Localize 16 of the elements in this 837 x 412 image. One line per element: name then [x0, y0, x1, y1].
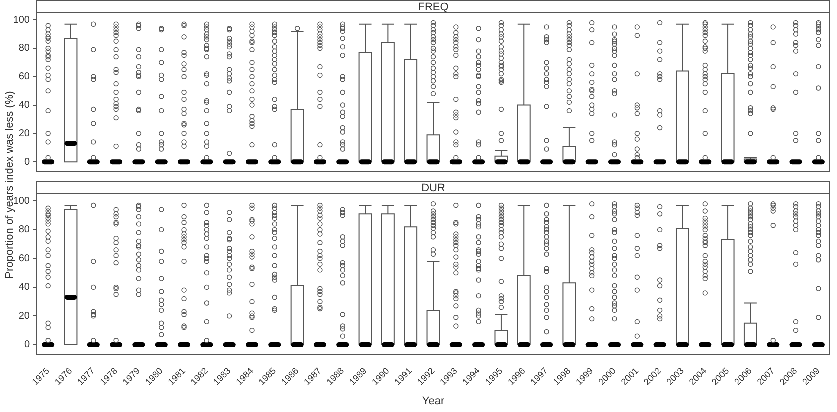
- y-tick-label: 0: [24, 156, 30, 168]
- y-axis-title: Proportion of years index was less (%): [4, 90, 16, 281]
- y-tick-label: 60: [18, 72, 30, 83]
- y-tick-label: 100: [13, 196, 30, 207]
- y-tick-label: 100: [13, 14, 30, 26]
- y-tick-label: 20: [18, 310, 30, 322]
- y-tick-label: 40: [18, 282, 30, 294]
- chart-title: DUR: [422, 182, 446, 195]
- y-tick-label: 80: [18, 43, 30, 54]
- y-tick-label: 80: [18, 224, 30, 236]
- y-tick-label: 0: [24, 340, 30, 351]
- x-axis-title: Year: [422, 395, 445, 408]
- y-tick-label: 60: [18, 253, 30, 264]
- chart-title: FREQ: [418, 2, 450, 14]
- y-tick-label: 40: [18, 100, 30, 112]
- y-tick-label: 20: [18, 128, 30, 140]
